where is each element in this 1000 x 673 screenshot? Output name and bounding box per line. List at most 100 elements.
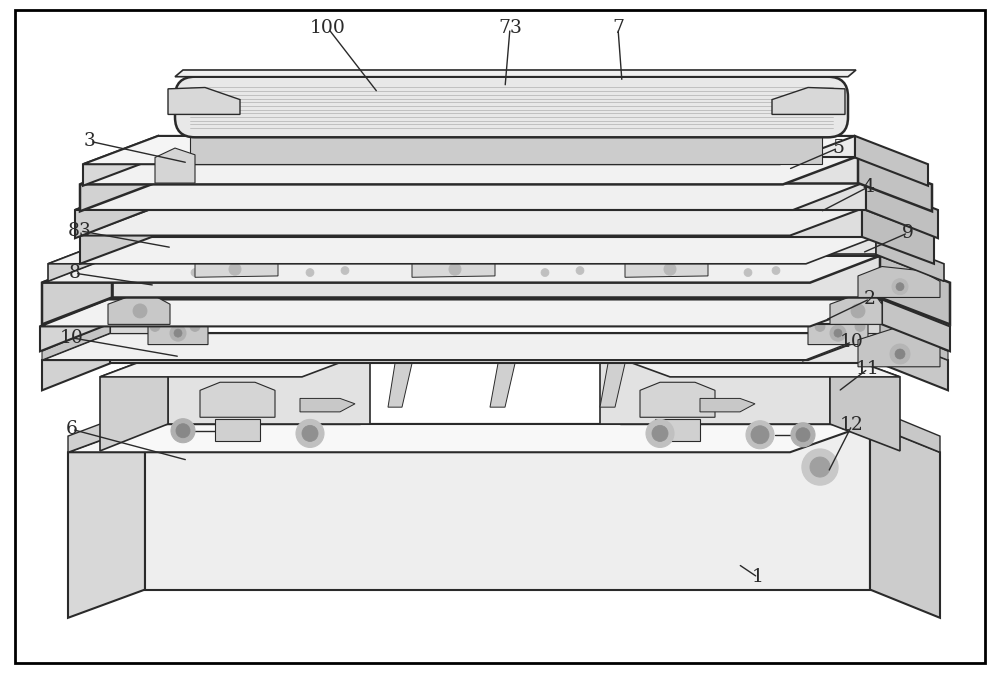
Circle shape xyxy=(122,240,134,252)
Text: 83: 83 xyxy=(68,222,92,240)
Polygon shape xyxy=(200,382,275,417)
Polygon shape xyxy=(42,333,880,360)
Circle shape xyxy=(449,263,461,275)
Text: 73: 73 xyxy=(498,20,522,37)
Polygon shape xyxy=(83,136,158,186)
Polygon shape xyxy=(145,424,870,590)
Polygon shape xyxy=(110,323,178,333)
Circle shape xyxy=(892,279,908,295)
Circle shape xyxy=(306,269,314,277)
Polygon shape xyxy=(808,311,868,345)
Circle shape xyxy=(133,304,147,318)
Polygon shape xyxy=(148,182,866,210)
Text: 2: 2 xyxy=(864,290,876,308)
Polygon shape xyxy=(866,182,938,238)
Text: 9: 9 xyxy=(902,224,914,242)
Polygon shape xyxy=(168,351,370,424)
Polygon shape xyxy=(83,136,855,164)
Polygon shape xyxy=(168,87,240,114)
Circle shape xyxy=(541,269,549,277)
Text: 8: 8 xyxy=(69,264,81,282)
Polygon shape xyxy=(640,382,715,417)
Polygon shape xyxy=(75,182,148,238)
Polygon shape xyxy=(155,156,858,183)
Circle shape xyxy=(426,269,434,277)
Circle shape xyxy=(229,263,241,275)
Polygon shape xyxy=(830,296,882,324)
Text: 100: 100 xyxy=(310,20,346,37)
Polygon shape xyxy=(40,299,882,326)
Text: 10: 10 xyxy=(60,329,84,347)
Polygon shape xyxy=(80,156,155,211)
Circle shape xyxy=(746,421,774,449)
Circle shape xyxy=(851,304,865,318)
Circle shape xyxy=(830,325,846,341)
Polygon shape xyxy=(108,296,170,324)
Circle shape xyxy=(815,322,825,331)
Polygon shape xyxy=(388,363,412,407)
Polygon shape xyxy=(152,209,862,237)
Polygon shape xyxy=(75,182,866,210)
Text: 1: 1 xyxy=(752,569,764,586)
Circle shape xyxy=(646,269,654,277)
Polygon shape xyxy=(600,363,625,407)
Circle shape xyxy=(772,267,780,275)
Polygon shape xyxy=(80,209,152,264)
Polygon shape xyxy=(882,299,950,351)
Polygon shape xyxy=(68,407,145,452)
Polygon shape xyxy=(620,407,870,424)
Polygon shape xyxy=(112,232,140,257)
Polygon shape xyxy=(108,299,882,324)
Polygon shape xyxy=(215,419,260,441)
Circle shape xyxy=(191,269,199,277)
Circle shape xyxy=(834,329,842,337)
Polygon shape xyxy=(68,424,870,452)
Circle shape xyxy=(895,349,905,359)
Polygon shape xyxy=(700,398,755,412)
Text: 11: 11 xyxy=(856,360,880,378)
Polygon shape xyxy=(412,259,495,277)
Text: 10: 10 xyxy=(840,333,864,351)
Polygon shape xyxy=(118,237,876,254)
Polygon shape xyxy=(42,333,110,390)
Circle shape xyxy=(174,329,182,337)
FancyBboxPatch shape xyxy=(175,77,848,137)
Polygon shape xyxy=(655,419,700,441)
Circle shape xyxy=(150,322,160,331)
Polygon shape xyxy=(112,256,880,297)
Polygon shape xyxy=(772,87,845,114)
Polygon shape xyxy=(880,256,950,324)
Polygon shape xyxy=(490,363,515,407)
Polygon shape xyxy=(68,424,145,618)
Polygon shape xyxy=(195,259,278,277)
Polygon shape xyxy=(110,333,880,363)
Text: 6: 6 xyxy=(66,421,78,438)
Polygon shape xyxy=(858,326,940,367)
Polygon shape xyxy=(42,256,880,283)
Polygon shape xyxy=(300,398,355,412)
Circle shape xyxy=(461,267,469,275)
Circle shape xyxy=(190,322,200,331)
Polygon shape xyxy=(858,267,940,297)
Circle shape xyxy=(791,423,815,447)
Polygon shape xyxy=(855,136,928,186)
Polygon shape xyxy=(155,148,195,183)
Polygon shape xyxy=(870,407,940,452)
Text: 3: 3 xyxy=(84,133,96,150)
Polygon shape xyxy=(145,407,360,424)
Circle shape xyxy=(681,267,689,275)
Polygon shape xyxy=(880,323,948,360)
Circle shape xyxy=(855,322,865,331)
Circle shape xyxy=(810,457,830,477)
Circle shape xyxy=(890,344,910,364)
Polygon shape xyxy=(80,209,862,236)
Polygon shape xyxy=(158,136,855,157)
Circle shape xyxy=(176,424,190,437)
Circle shape xyxy=(296,419,324,448)
Polygon shape xyxy=(830,351,900,451)
Polygon shape xyxy=(42,256,112,324)
Text: 5: 5 xyxy=(832,139,844,157)
Circle shape xyxy=(802,449,838,485)
Polygon shape xyxy=(148,311,208,345)
Polygon shape xyxy=(880,333,948,390)
